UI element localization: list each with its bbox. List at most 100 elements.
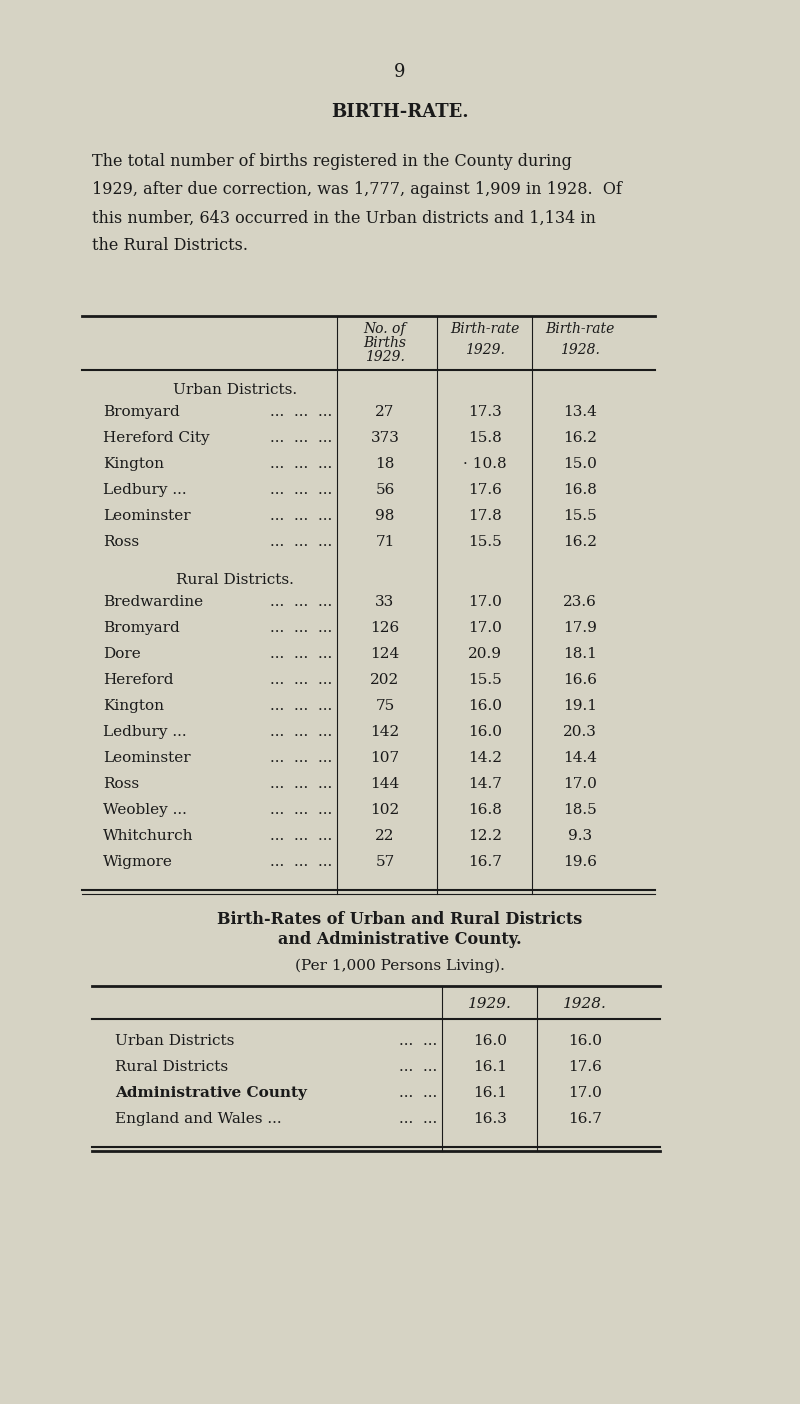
Text: The total number of births registered in the County during: The total number of births registered in… bbox=[92, 153, 572, 170]
Text: (Per 1,000 Persons Living).: (Per 1,000 Persons Living). bbox=[295, 959, 505, 973]
Text: Hereford City: Hereford City bbox=[103, 431, 210, 445]
Text: Urban Districts.: Urban Districts. bbox=[173, 383, 297, 397]
Text: 56: 56 bbox=[375, 483, 394, 497]
Text: 16.2: 16.2 bbox=[563, 535, 597, 549]
Text: 17.0: 17.0 bbox=[468, 621, 502, 635]
Text: 22: 22 bbox=[375, 828, 394, 842]
Text: Ledbury ...: Ledbury ... bbox=[103, 483, 186, 497]
Text: 15.5: 15.5 bbox=[468, 673, 502, 687]
Text: 15.0: 15.0 bbox=[563, 456, 597, 470]
Text: 15.8: 15.8 bbox=[468, 431, 502, 445]
Text: ...  ...  ...: ... ... ... bbox=[270, 699, 332, 713]
Text: this number, 643 occurred in the Urban districts and 1,134 in: this number, 643 occurred in the Urban d… bbox=[92, 209, 596, 226]
Text: 16.0: 16.0 bbox=[568, 1033, 602, 1047]
Text: Ledbury ...: Ledbury ... bbox=[103, 724, 186, 739]
Text: ...  ...  ...: ... ... ... bbox=[270, 751, 332, 765]
Text: Rural Districts.: Rural Districts. bbox=[176, 573, 294, 587]
Text: Kington: Kington bbox=[103, 699, 164, 713]
Text: 107: 107 bbox=[370, 751, 399, 765]
Text: 17.0: 17.0 bbox=[563, 776, 597, 790]
Text: BIRTH-RATE.: BIRTH-RATE. bbox=[331, 102, 469, 121]
Text: ...  ...  ...: ... ... ... bbox=[270, 724, 332, 739]
Text: Hereford: Hereford bbox=[103, 673, 174, 687]
Text: Birth-Rates of Urban and Rural Districts: Birth-Rates of Urban and Rural Districts bbox=[218, 911, 582, 928]
Text: 16.6: 16.6 bbox=[563, 673, 597, 687]
Text: 17.9: 17.9 bbox=[563, 621, 597, 635]
Text: 9.3: 9.3 bbox=[568, 828, 592, 842]
Text: 18.5: 18.5 bbox=[563, 803, 597, 817]
Text: 16.0: 16.0 bbox=[468, 724, 502, 739]
Text: 57: 57 bbox=[375, 855, 394, 869]
Text: 20.3: 20.3 bbox=[563, 724, 597, 739]
Text: Kington: Kington bbox=[103, 456, 164, 470]
Text: Birth-rate: Birth-rate bbox=[546, 322, 614, 336]
Text: · 10.8: · 10.8 bbox=[463, 456, 507, 470]
Text: Ross: Ross bbox=[103, 535, 139, 549]
Text: 17.0: 17.0 bbox=[568, 1087, 602, 1099]
Text: No. of: No. of bbox=[364, 322, 406, 336]
Text: 17.8: 17.8 bbox=[468, 510, 502, 524]
Text: 1929.: 1929. bbox=[468, 997, 512, 1011]
Text: 1929.: 1929. bbox=[465, 343, 505, 357]
Text: Bromyard: Bromyard bbox=[103, 621, 180, 635]
Text: Rural Districts: Rural Districts bbox=[115, 1060, 228, 1074]
Text: 16.3: 16.3 bbox=[473, 1112, 507, 1126]
Text: 1929.: 1929. bbox=[365, 350, 405, 364]
Text: England and Wales ...: England and Wales ... bbox=[115, 1112, 282, 1126]
Text: 71: 71 bbox=[375, 535, 394, 549]
Text: Leominster: Leominster bbox=[103, 510, 190, 524]
Text: 75: 75 bbox=[375, 699, 394, 713]
Text: Weobley ...: Weobley ... bbox=[103, 803, 187, 817]
Text: 1928.: 1928. bbox=[563, 997, 607, 1011]
Text: Leominster: Leominster bbox=[103, 751, 190, 765]
Text: Wigmore: Wigmore bbox=[103, 855, 173, 869]
Text: 16.1: 16.1 bbox=[473, 1060, 507, 1074]
Text: ...  ...  ...: ... ... ... bbox=[270, 456, 332, 470]
Text: 16.0: 16.0 bbox=[468, 699, 502, 713]
Text: Whitchurch: Whitchurch bbox=[103, 828, 194, 842]
Text: 102: 102 bbox=[370, 803, 400, 817]
Text: 18: 18 bbox=[375, 456, 394, 470]
Text: 16.7: 16.7 bbox=[468, 855, 502, 869]
Text: 1928.: 1928. bbox=[560, 343, 600, 357]
Text: 98: 98 bbox=[375, 510, 394, 524]
Text: ...  ...: ... ... bbox=[398, 1112, 437, 1126]
Text: ...  ...  ...: ... ... ... bbox=[270, 595, 332, 609]
Text: ...  ...  ...: ... ... ... bbox=[270, 803, 332, 817]
Text: 1929, after due correction, was 1,777, against 1,909 in 1928.  Of: 1929, after due correction, was 1,777, a… bbox=[92, 181, 622, 198]
Text: 16.8: 16.8 bbox=[563, 483, 597, 497]
Text: 17.3: 17.3 bbox=[468, 404, 502, 418]
Text: Administrative County: Administrative County bbox=[115, 1087, 307, 1099]
Text: 202: 202 bbox=[370, 673, 400, 687]
Text: 373: 373 bbox=[370, 431, 399, 445]
Text: 15.5: 15.5 bbox=[563, 510, 597, 524]
Text: Urban Districts: Urban Districts bbox=[115, 1033, 234, 1047]
Text: ...  ...  ...: ... ... ... bbox=[270, 431, 332, 445]
Text: 144: 144 bbox=[370, 776, 400, 790]
Text: 124: 124 bbox=[370, 647, 400, 661]
Text: 17.6: 17.6 bbox=[568, 1060, 602, 1074]
Text: and Administrative County.: and Administrative County. bbox=[278, 931, 522, 949]
Text: Bromyard: Bromyard bbox=[103, 404, 180, 418]
Text: the Rural Districts.: the Rural Districts. bbox=[92, 237, 248, 254]
Text: ...  ...  ...: ... ... ... bbox=[270, 404, 332, 418]
Text: 14.7: 14.7 bbox=[468, 776, 502, 790]
Text: ...  ...  ...: ... ... ... bbox=[270, 828, 332, 842]
Text: ...  ...  ...: ... ... ... bbox=[270, 673, 332, 687]
Text: ...  ...: ... ... bbox=[398, 1060, 437, 1074]
Text: ...  ...  ...: ... ... ... bbox=[270, 647, 332, 661]
Text: ...  ...  ...: ... ... ... bbox=[270, 510, 332, 524]
Text: 9: 9 bbox=[394, 63, 406, 81]
Text: 27: 27 bbox=[375, 404, 394, 418]
Text: ...  ...  ...: ... ... ... bbox=[270, 483, 332, 497]
Text: 126: 126 bbox=[370, 621, 400, 635]
Text: 16.7: 16.7 bbox=[568, 1112, 602, 1126]
Text: ...  ...: ... ... bbox=[398, 1087, 437, 1099]
Text: ...  ...  ...: ... ... ... bbox=[270, 535, 332, 549]
Text: 17.6: 17.6 bbox=[468, 483, 502, 497]
Text: 18.1: 18.1 bbox=[563, 647, 597, 661]
Text: 13.4: 13.4 bbox=[563, 404, 597, 418]
Text: 14.4: 14.4 bbox=[563, 751, 597, 765]
Text: ...  ...  ...: ... ... ... bbox=[270, 855, 332, 869]
Text: 142: 142 bbox=[370, 724, 400, 739]
